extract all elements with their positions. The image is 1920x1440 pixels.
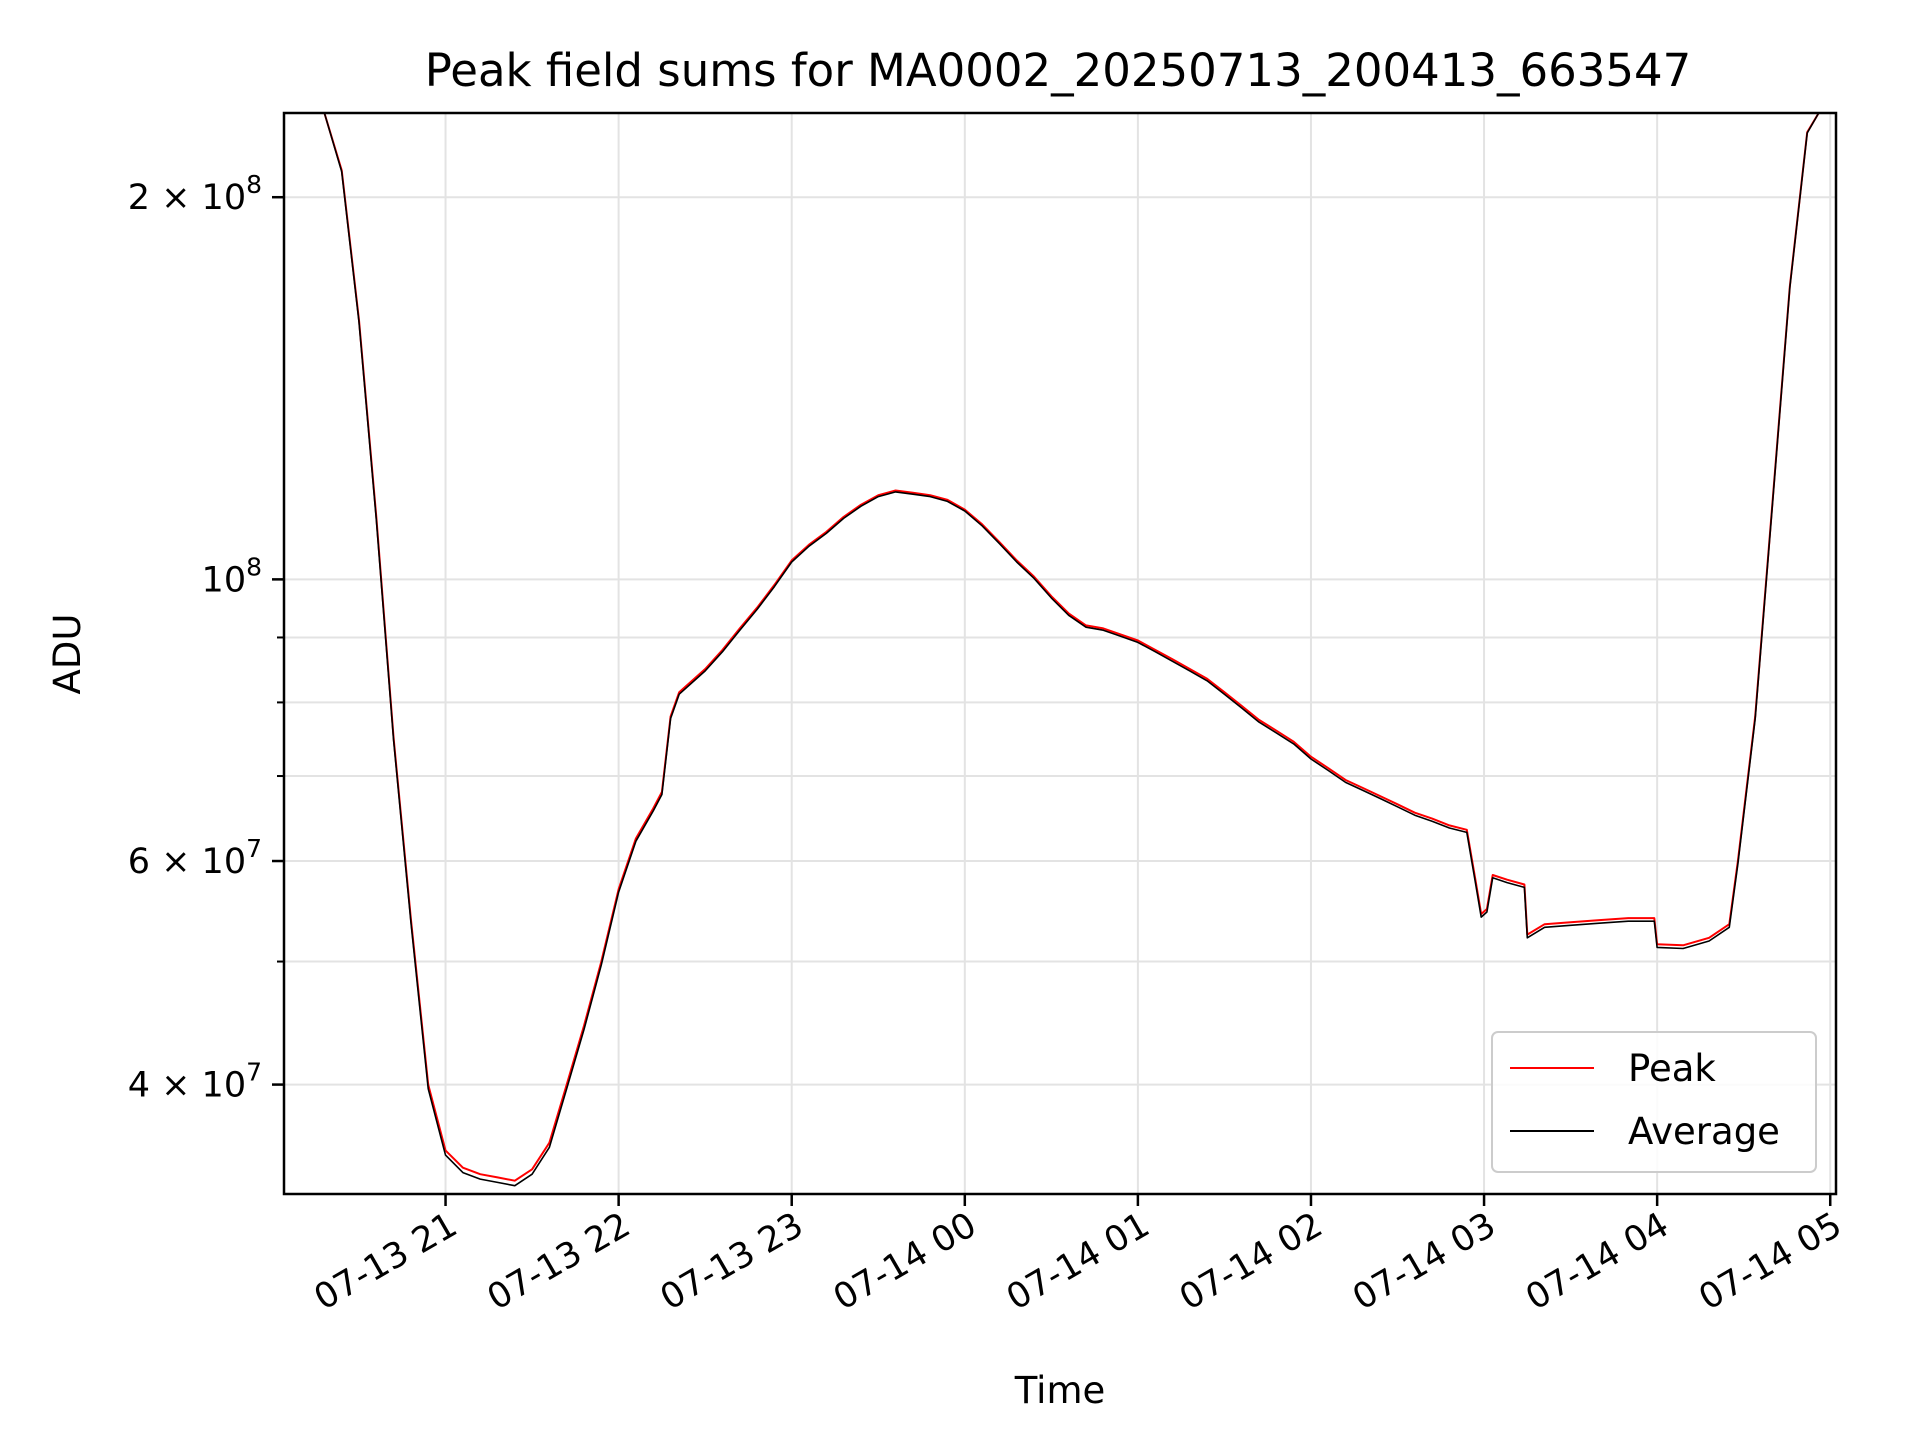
x-tick-label: 07-14 03 xyxy=(1346,1205,1502,1318)
series-layer xyxy=(284,113,1836,1187)
y-tick-label: 4 × 107 xyxy=(128,1058,262,1106)
legend-label-peak: Peak xyxy=(1628,1047,1716,1090)
x-tick-label: 07-14 01 xyxy=(1000,1205,1156,1318)
y-tick-label: 6 × 107 xyxy=(128,834,262,882)
x-tick-label: 07-13 22 xyxy=(481,1205,637,1318)
legend: Peak Average xyxy=(1491,1031,1817,1173)
plot-frame xyxy=(282,111,1838,1196)
grid xyxy=(284,113,1836,1194)
series-line-peak xyxy=(284,113,1836,1182)
x-tick-label: 07-14 02 xyxy=(1173,1205,1329,1318)
y-tick-label: 2 × 108 xyxy=(128,170,262,218)
x-tick-label: 07-14 00 xyxy=(827,1205,983,1318)
chart-title: Peak field sums for MA0002_20250713_2004… xyxy=(425,44,1692,97)
x-tick-label: 07-13 21 xyxy=(308,1205,464,1318)
x-tick-label: 07-14 05 xyxy=(1692,1205,1848,1318)
y-axis-label: ADU xyxy=(46,614,89,695)
x-axis: 07-13 21 07-13 22 07-13 23 07-14 00 07-14 01… xyxy=(308,1194,1849,1318)
legend-label-average: Average xyxy=(1628,1110,1780,1153)
series-line-average xyxy=(284,113,1836,1187)
y-tick-label: 108 xyxy=(202,552,262,600)
x-tick-label: 07-13 23 xyxy=(654,1205,810,1318)
x-axis-label: Time xyxy=(1014,1369,1106,1412)
x-tick-label: 07-14 04 xyxy=(1519,1205,1675,1318)
y-axis: 4 × 107 6 × 107 108 2 × 108 xyxy=(128,170,284,1106)
